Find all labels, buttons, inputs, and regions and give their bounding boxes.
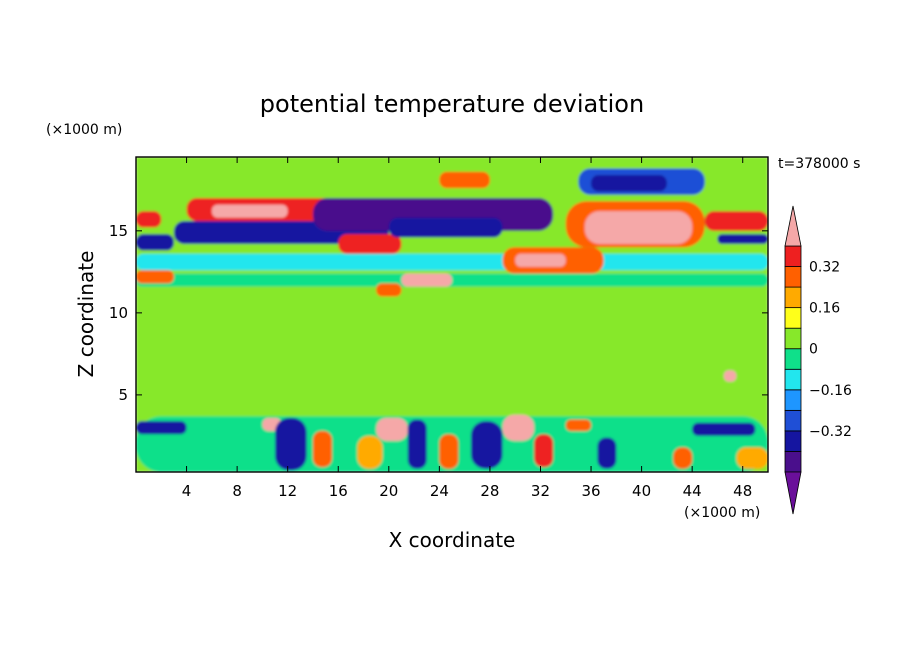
contour-region	[439, 171, 490, 189]
colorbar-segment	[784, 430, 802, 452]
contour-region	[692, 422, 756, 436]
x-tick-label: 4	[182, 482, 192, 500]
colorbar-over-triangle	[784, 205, 802, 247]
contour-region	[723, 370, 737, 382]
x-tick-label: 28	[480, 482, 499, 500]
contour-region	[136, 421, 187, 435]
contour-region	[534, 434, 554, 468]
contour-region	[401, 273, 452, 287]
y-tick-label: 10	[109, 304, 128, 322]
contour-region	[439, 434, 459, 469]
colorbar-segment	[784, 266, 802, 288]
colorbar-segment	[784, 368, 802, 391]
y-axis-label: Z coordinate	[74, 251, 98, 378]
colorbar-segment	[784, 389, 802, 411]
contour-region	[136, 253, 768, 271]
x-unit-label: (×1000 m)	[684, 505, 760, 521]
colorbar-label: −0.16	[809, 383, 852, 399]
y-unit-label: (×1000 m)	[46, 122, 122, 138]
contour-field	[136, 157, 768, 472]
x-tick-label: 36	[581, 482, 600, 500]
time-label: t=378000 s	[778, 156, 860, 172]
contour-region	[470, 421, 503, 469]
x-tick-label: 20	[379, 482, 398, 500]
x-axis-label: X coordinate	[389, 528, 516, 552]
colorbar-segment	[784, 451, 802, 473]
contour-region	[211, 204, 288, 218]
colorbar-segment	[784, 245, 802, 267]
contour-region	[591, 175, 667, 192]
colorbar: 0.32 0.16 0 −0.16 −0.32	[784, 205, 852, 515]
colorbar-segment	[784, 348, 802, 370]
y-axis: 5 10 15	[109, 222, 768, 404]
contour-region	[407, 419, 427, 469]
contour-region	[565, 419, 592, 431]
contour-region	[312, 430, 332, 468]
contour-region	[376, 417, 408, 441]
colorbar-label: 0.16	[809, 301, 840, 317]
contour-region	[338, 234, 402, 254]
contour-region	[136, 270, 174, 284]
contour-region	[597, 437, 617, 469]
colorbar-label: −0.32	[809, 424, 852, 440]
colorbar-label: 0.32	[809, 260, 840, 276]
x-axis: 4 8 12 16 20 24 28 32 36 40 44 48	[182, 157, 752, 500]
colorbar-segment	[784, 409, 802, 432]
contour-region	[584, 211, 693, 244]
x-tick-label: 16	[329, 482, 348, 500]
contour-region	[357, 435, 383, 469]
contour-region	[388, 217, 503, 238]
colorbar-segment	[784, 286, 802, 309]
contour-region	[502, 414, 535, 441]
colorbar-under-triangle	[784, 471, 802, 515]
x-tick-label: 48	[733, 482, 752, 500]
contour-region	[136, 296, 768, 395]
plot-frame	[135, 156, 769, 473]
contour-region	[376, 283, 402, 297]
colorbar-segment	[784, 307, 802, 329]
y-tick-label: 5	[118, 386, 128, 404]
colorbar-label: 0	[809, 342, 818, 358]
y-tick-label: 15	[109, 222, 128, 240]
x-tick-label: 24	[430, 482, 449, 500]
x-tick-label: 12	[278, 482, 297, 500]
x-tick-label: 32	[531, 482, 550, 500]
contour-region	[717, 234, 768, 244]
x-tick-label: 44	[683, 482, 702, 500]
contour-region	[136, 211, 162, 228]
contour-region	[736, 447, 768, 469]
contour-region	[704, 211, 768, 231]
contour-region	[136, 234, 174, 251]
contour-region	[673, 447, 693, 469]
contour-region	[515, 253, 566, 267]
x-tick-label: 40	[632, 482, 651, 500]
colorbar-segment	[784, 327, 802, 350]
x-tick-label: 8	[232, 482, 242, 500]
contour-region	[275, 417, 307, 471]
chart-title: potential temperature deviation	[260, 90, 644, 118]
